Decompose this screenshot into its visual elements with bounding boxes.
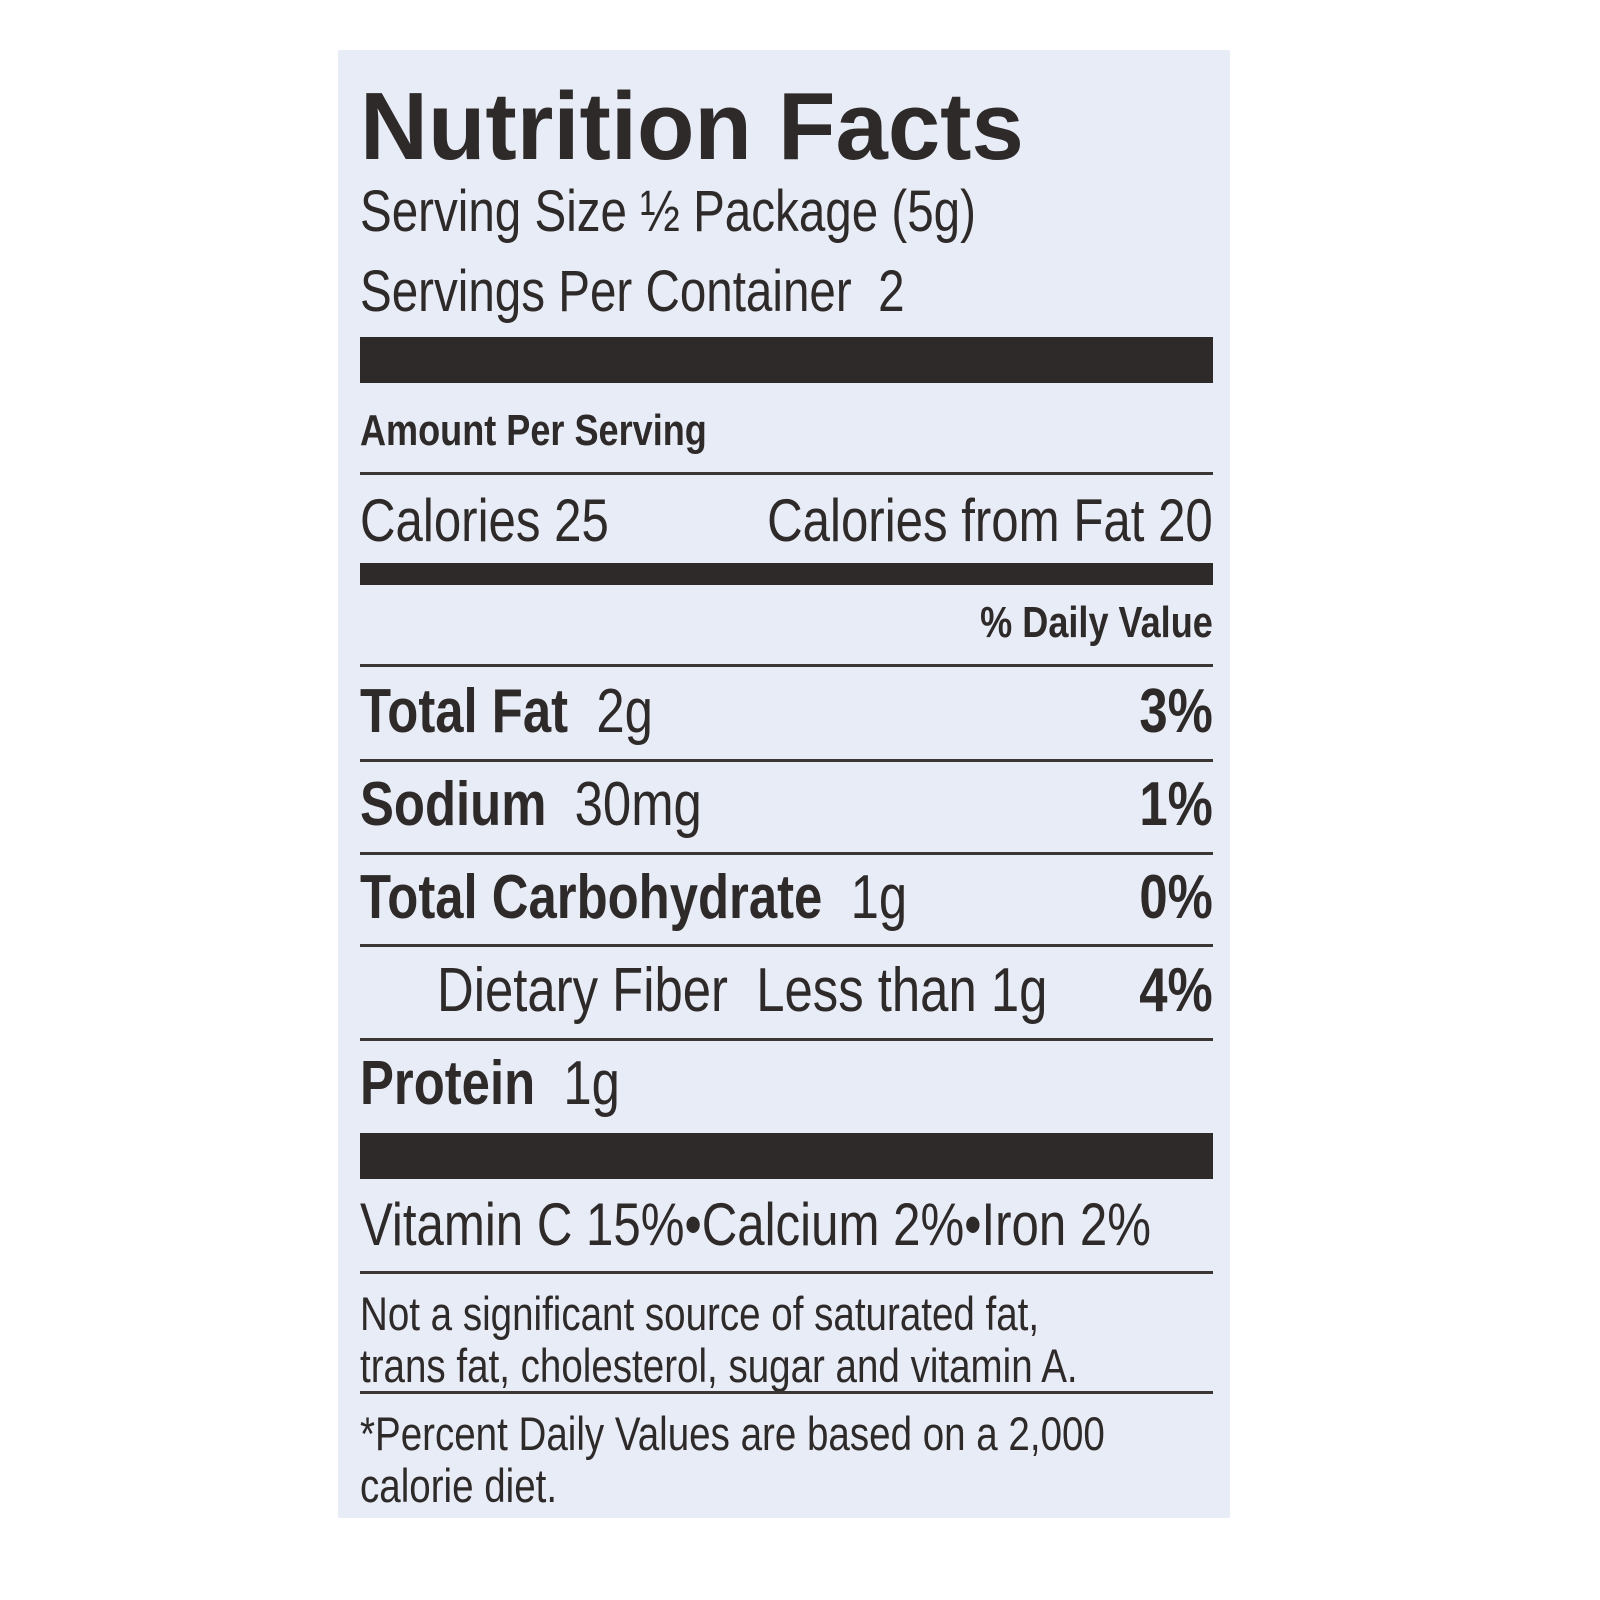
nutrient-amount: 1g (850, 863, 908, 932)
servings-text: Servings Per Container 2 (360, 259, 905, 324)
nutrient-row: Sodium 30mg 1% (360, 769, 1213, 840)
nutrient-amount: Less than 1g (756, 956, 1048, 1025)
nutrient-amount: 1g (563, 1049, 620, 1118)
nutrient-name: Total Fat (360, 677, 569, 746)
nutrient-left: Sodium 30mg (360, 769, 702, 840)
dv-header: % Daily Value (360, 598, 1213, 648)
rule (360, 944, 1213, 947)
nutrient-name: Protein (360, 1049, 536, 1118)
medium-bar (360, 563, 1213, 585)
rule (360, 759, 1213, 762)
amount-text: Amount Per Serving (360, 406, 707, 455)
vitamins: Vitamin C 15%•Calcium 2%•Iron 2% (360, 1190, 1213, 1259)
note-1: Not a significant source of saturated fa… (360, 1286, 1213, 1341)
note-line: trans fat, cholesterol, sugar and vitami… (360, 1339, 1078, 1392)
nutrient-left: Dietary Fiber Less than 1g (437, 955, 1047, 1026)
footnote-2: calorie diet. (360, 1458, 1213, 1513)
note-line: Not a significant source of saturated fa… (360, 1287, 1040, 1340)
calories: Calories 25 (360, 487, 609, 554)
rule (360, 1271, 1213, 1274)
thick-bar (360, 1133, 1213, 1179)
title-text: Nutrition Facts (360, 73, 1024, 180)
gap (546, 770, 574, 839)
footnote-line: calorie diet. (360, 1459, 558, 1512)
calories-row: Calories 25 Calories from Fat 20 (360, 486, 1213, 555)
nutrient-dv: 3% (1139, 677, 1213, 746)
rule (360, 852, 1213, 855)
rule (360, 472, 1213, 475)
nutrient-left: Total Carbohydrate 1g (360, 862, 907, 933)
gap (535, 1049, 563, 1118)
nutrient-left: Protein 1g (360, 1048, 620, 1119)
serving-size-text: Serving Size ½ Package (5g) (360, 179, 976, 244)
nutrition-label: Nutrition Facts Serving Size ½ Package (… (338, 50, 1230, 1518)
rule (360, 1391, 1213, 1394)
nutrient-row: Dietary Fiber Less than 1g 4% (437, 955, 1213, 1026)
nutrient-row: Protein 1g (360, 1048, 1213, 1119)
title: Nutrition Facts (360, 72, 1213, 182)
gap (822, 863, 850, 932)
nutrient-dv: 4% (1139, 956, 1213, 1025)
servings: Servings Per Container 2 (360, 258, 1213, 325)
rule (360, 1038, 1213, 1041)
nutrient-name: Total Carbohydrate (360, 863, 823, 932)
calories-from-fat: Calories from Fat 20 (767, 487, 1213, 554)
nutrient-name: Dietary Fiber (437, 956, 728, 1025)
thick-bar (360, 337, 1213, 383)
rule (360, 664, 1213, 667)
footnote-1: *Percent Daily Values are based on a 2,0… (360, 1406, 1213, 1461)
amount-per-serving: Amount Per Serving (360, 406, 1213, 456)
nutrient-amount: 30mg (574, 770, 702, 839)
nutrient-row: Total Fat 2g 3% (360, 676, 1213, 747)
nutrient-name: Sodium (360, 770, 547, 839)
nutrient-left: Total Fat 2g (360, 676, 653, 747)
gap (728, 956, 756, 1025)
nutrient-amount: 2g (596, 677, 653, 746)
nutrient-row: Total Carbohydrate 1g 0% (360, 862, 1213, 933)
footnote-line: *Percent Daily Values are based on a 2,0… (360, 1407, 1105, 1460)
nutrient-dv: 1% (1139, 770, 1213, 839)
serving-size: Serving Size ½ Package (5g) (360, 178, 1213, 245)
note-2: trans fat, cholesterol, sugar and vitami… (360, 1338, 1213, 1393)
dv-header-text: % Daily Value (980, 598, 1213, 647)
gap (568, 677, 596, 746)
nutrient-dv: 0% (1139, 863, 1213, 932)
vitamins-text: Vitamin C 15%•Calcium 2%•Iron 2% (360, 1191, 1152, 1258)
